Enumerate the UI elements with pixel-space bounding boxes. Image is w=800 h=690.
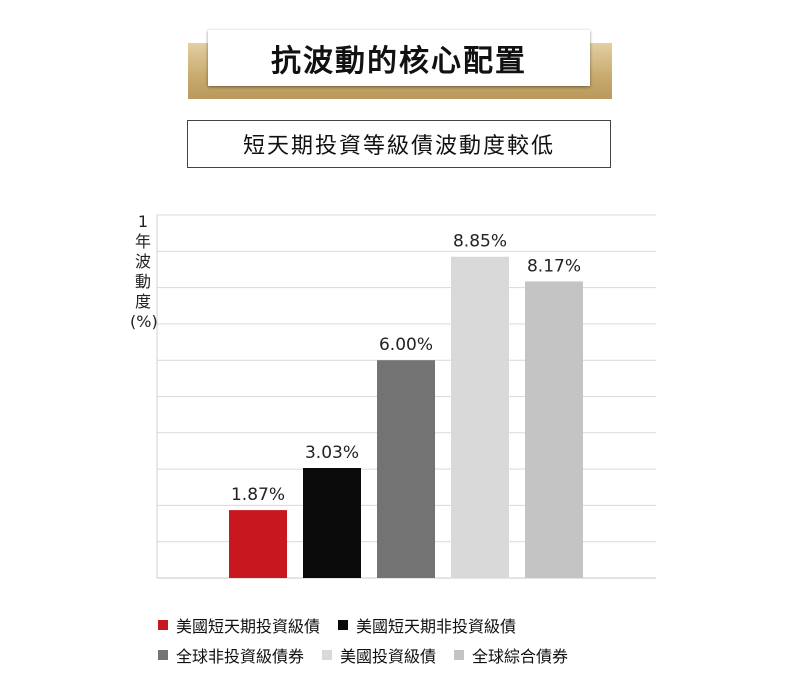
data-label: 6.00% xyxy=(379,335,433,355)
legend-item: 美國投資級債 xyxy=(322,643,436,667)
legend-item: 全球綜合債券 xyxy=(454,643,568,667)
legend-swatch xyxy=(338,620,349,630)
page-subtitle: 短天期投資等級債波動度較低 xyxy=(187,120,611,168)
bar xyxy=(377,360,435,578)
legend-item: 美國短天期非投資級債 xyxy=(338,613,516,637)
legend-item: 全球非投資級債券 xyxy=(158,643,304,667)
legend-item: 美國短天期投資級債 xyxy=(158,613,320,637)
legend-swatch xyxy=(158,620,168,630)
data-label: 1.87% xyxy=(231,485,285,505)
legend-swatch xyxy=(454,650,465,660)
legend-label: 美國短天期非投資級債 xyxy=(356,617,517,636)
legend-row: 全球非投資級債券 美國投資級債 全球綜合債券 xyxy=(158,640,718,670)
bar xyxy=(229,510,287,578)
legend-swatch xyxy=(322,650,333,660)
chart-legend: 美國短天期投資級債 美國短天期非投資級債 全球非投資級債券 美國投資級債 全球綜… xyxy=(158,610,718,670)
data-label: 8.85% xyxy=(453,232,507,252)
data-label: 3.03% xyxy=(305,443,359,463)
legend-swatch xyxy=(158,650,168,660)
bar xyxy=(303,468,361,578)
data-label: 8.17% xyxy=(527,256,581,276)
legend-label: 全球綜合債券 xyxy=(472,647,569,666)
y-axis-label: 1年波動度(%) xyxy=(130,212,158,331)
legend-label: 美國投資級債 xyxy=(340,647,437,666)
page-title: 抗波動的核心配置 xyxy=(208,30,590,86)
legend-label: 美國短天期投資級債 xyxy=(176,617,321,636)
bar xyxy=(525,281,583,578)
bar xyxy=(451,256,509,578)
legend-label: 全球非投資級債券 xyxy=(176,647,305,666)
legend-row: 美國短天期投資級債 美國短天期非投資級債 xyxy=(158,610,718,640)
